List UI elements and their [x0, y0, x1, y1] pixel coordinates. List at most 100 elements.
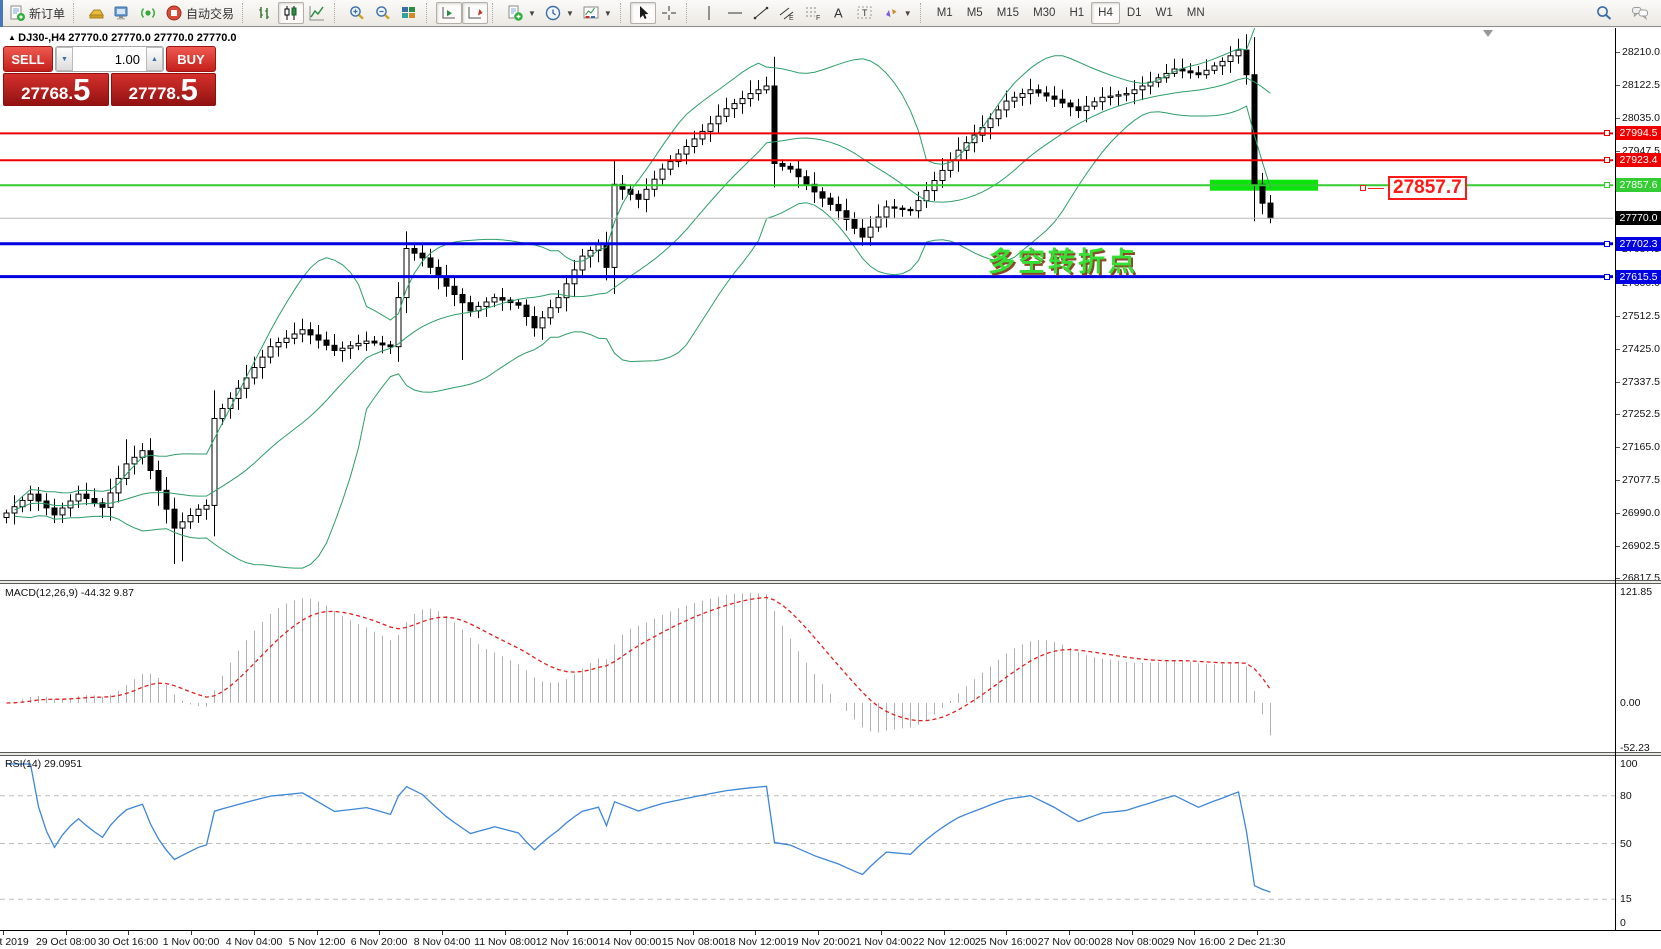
- price-tick-mark: [1616, 578, 1620, 579]
- volume-increase-button[interactable]: ▲: [146, 47, 163, 71]
- volume-value[interactable]: 1.00: [114, 51, 140, 67]
- timeframe-m5[interactable]: M5: [966, 7, 983, 19]
- trendline-button[interactable]: [748, 2, 774, 24]
- zoom-out-icon: [374, 4, 392, 22]
- time-tick-label: 19 Nov 20:00: [786, 936, 850, 948]
- toolbar-separator: [619, 3, 627, 23]
- zoom-out-button[interactable]: [370, 2, 396, 24]
- sell-price[interactable]: 27768. 5: [3, 73, 109, 106]
- text-label-button[interactable]: T: [852, 2, 878, 24]
- line-anchor[interactable]: [1604, 182, 1610, 188]
- new-order-button[interactable]: 新订单: [4, 2, 69, 24]
- collapse-triangle-icon: ▲: [8, 33, 19, 42]
- channel-button[interactable]: E: [774, 2, 800, 24]
- bar-chart-button[interactable]: [252, 2, 278, 24]
- pane-divider[interactable]: [0, 580, 1661, 584]
- tile-windows-button[interactable]: [396, 2, 422, 24]
- bollinger-lower: [14, 105, 1271, 569]
- time-tick-mark: [818, 931, 819, 935]
- price-tick-mark: [1616, 118, 1620, 119]
- line-anchor[interactable]: [1604, 157, 1610, 163]
- timeframe-h1[interactable]: H1: [1069, 7, 1085, 19]
- buy-price-dot: .: [175, 84, 181, 103]
- timeframe-w1[interactable]: W1: [1155, 7, 1173, 19]
- time-tick-mark: [254, 931, 255, 935]
- signals-button[interactable]: [135, 2, 161, 24]
- time-tick-label: 25 Nov 16:00: [974, 936, 1038, 948]
- buy-price[interactable]: 27778. 5: [110, 72, 216, 107]
- price-tick-label: 28210.0: [1622, 46, 1660, 58]
- search-button[interactable]: [1591, 2, 1617, 24]
- arrows-button[interactable]: ▼: [878, 2, 916, 24]
- chart-shift-button[interactable]: [462, 2, 489, 24]
- line-anchor[interactable]: [1604, 274, 1610, 280]
- line-price-label: 27702.3: [1616, 237, 1661, 251]
- buy-price-frac: 5: [180, 72, 198, 107]
- price-tick-mark: [1616, 316, 1620, 317]
- text-button[interactable]: A: [826, 2, 852, 24]
- svg-text:E: E: [789, 15, 794, 22]
- timeframe-m15[interactable]: M15: [996, 7, 1020, 19]
- pane-divider[interactable]: [0, 752, 1661, 756]
- candlestick-button[interactable]: [278, 2, 305, 24]
- price-tick-label: 26902.5: [1622, 540, 1660, 552]
- timeframe-d1[interactable]: D1: [1126, 7, 1142, 19]
- text-label-icon: T: [856, 4, 874, 22]
- bollinger-upper: [14, 28, 1256, 504]
- sell-price-frac: 5: [73, 72, 91, 107]
- vertical-line-button[interactable]: [696, 2, 722, 24]
- buy-button[interactable]: BUY: [166, 46, 216, 72]
- callout-connector: [1368, 188, 1384, 190]
- macd-axis-label: -52.23: [1620, 742, 1650, 754]
- trendline-icon: [752, 4, 770, 22]
- time-tick-label: 22 Nov 12:00: [912, 936, 976, 948]
- zoom-in-button[interactable]: [344, 2, 370, 24]
- time-tick-label: 18 Nov 12:00: [723, 936, 787, 948]
- periods-button[interactable]: ▼: [540, 2, 578, 24]
- price-tick-mark: [1616, 52, 1620, 53]
- volume-stepper: ▼ 1.00 ▲: [55, 46, 164, 72]
- timeframe-m30[interactable]: M30: [1033, 7, 1056, 19]
- time-tick-mark: [3, 931, 4, 935]
- price-tick-label: 28035.0: [1622, 112, 1660, 124]
- templates-button[interactable]: ▼: [578, 2, 616, 24]
- line-anchor[interactable]: [1604, 130, 1610, 136]
- autotrading-button[interactable]: 自动交易: [161, 2, 238, 24]
- time-tick-label: 6 Nov 20:00: [350, 936, 408, 948]
- autotrading-button-label: 自动交易: [186, 6, 235, 21]
- time-tick-label: 12 Nov 16:00: [535, 936, 599, 948]
- template-icon: [582, 4, 600, 22]
- search-icon: [1595, 4, 1613, 22]
- autoscroll-icon: [440, 4, 458, 22]
- rsi-axis-label: 80: [1620, 790, 1632, 802]
- fibonacci-button[interactable]: F: [800, 2, 826, 24]
- chat-button[interactable]: [1627, 2, 1653, 24]
- line-chart-button[interactable]: [304, 2, 330, 24]
- toolbar-group: [344, 2, 422, 24]
- timeframe-m1[interactable]: M1: [936, 7, 953, 19]
- toolbar-right-group: [1591, 2, 1653, 24]
- main-toolbar: 新订单 自动交易 ▼ ▼ ▼ E F A T ▼ M1 M5 M15 M30 H1 H4 D1 W1 MN: [0, 0, 1661, 27]
- price-callout[interactable]: 27857.7: [1388, 176, 1467, 200]
- crosshair-button[interactable]: [656, 2, 682, 24]
- chart-shift-marker[interactable]: [1483, 30, 1493, 37]
- dropdown-caret-icon: ▼: [565, 8, 574, 18]
- marketwatch-button[interactable]: [83, 2, 109, 24]
- line-price-label: 27923.4: [1616, 153, 1661, 167]
- cursor-button[interactable]: [629, 2, 656, 24]
- timeframe-h4[interactable]: H4: [1091, 2, 1120, 24]
- volume-decrease-button[interactable]: ▼: [56, 47, 73, 71]
- indicators-button[interactable]: ▼: [502, 2, 540, 24]
- horizontal-line-button[interactable]: [722, 2, 748, 24]
- auto-scroll-button[interactable]: [436, 2, 463, 24]
- time-tick-mark: [881, 931, 882, 935]
- rsi-pane-svg: [0, 763, 1615, 900]
- timeframe-mn[interactable]: MN: [1186, 7, 1205, 19]
- window-edge: [0, 0, 3, 27]
- sell-button[interactable]: SELL: [3, 46, 53, 72]
- remote-terminal-button[interactable]: [109, 2, 135, 24]
- price-tick-mark: [1616, 151, 1620, 152]
- line-anchor[interactable]: [1604, 241, 1610, 247]
- toolbar-separator: [334, 3, 341, 23]
- current-price-label: 27770.0: [1616, 211, 1661, 225]
